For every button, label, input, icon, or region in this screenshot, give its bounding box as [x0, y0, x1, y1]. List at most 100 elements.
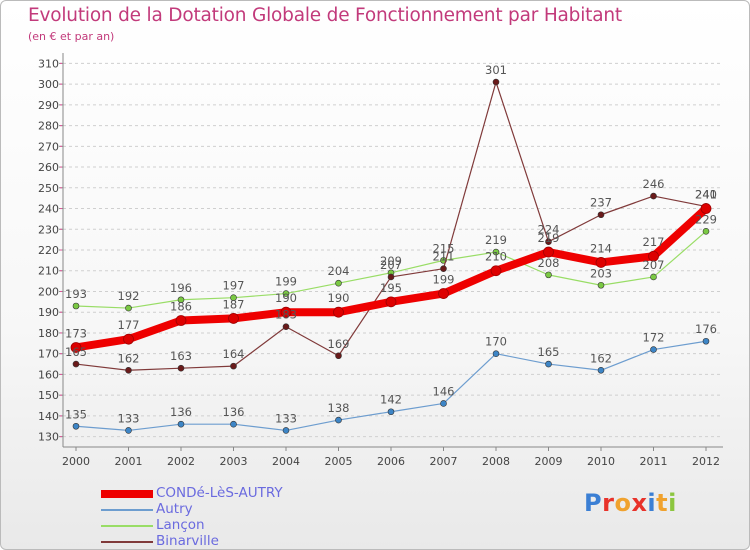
- logo-letter: t: [656, 489, 669, 517]
- legend-swatch: [101, 525, 153, 527]
- data-point: [595, 257, 607, 268]
- y-tick-label: 230: [38, 223, 59, 236]
- y-tick-label: 150: [38, 389, 59, 402]
- data-label: 240: [695, 188, 717, 202]
- data-label: 190: [328, 291, 350, 305]
- data-point: [597, 211, 605, 219]
- y-tick-label: 190: [38, 306, 59, 319]
- data-point: [280, 306, 292, 318]
- legend-label: Binarville: [156, 533, 219, 549]
- x-tick-label: 2004: [272, 455, 300, 468]
- x-tick-label: 2007: [430, 455, 458, 468]
- data-point: [650, 192, 657, 200]
- y-tick-label: 220: [38, 244, 59, 257]
- data-label: 195: [380, 281, 402, 295]
- data-point: [545, 271, 552, 279]
- data-point: [700, 203, 712, 214]
- data-label: 177: [118, 318, 140, 332]
- x-tick-labels: 2000 2001 2002 2003 2004 2005 2006 2007 2008 2009…: [62, 455, 720, 468]
- data-label: 186: [170, 300, 192, 314]
- data-point: [543, 246, 554, 258]
- x-tick-label: 2011: [640, 455, 668, 468]
- legend-label: CONDé-LèS-AUTRY: [156, 485, 283, 501]
- x-tick-label: 2001: [115, 455, 143, 468]
- x-tick-label: 2010: [587, 455, 615, 468]
- data-label: 162: [118, 351, 140, 365]
- data-point: [175, 315, 187, 326]
- y-tick-label: 260: [38, 161, 59, 174]
- data-label: 207: [380, 258, 402, 272]
- data-label: 163: [170, 349, 192, 363]
- data-label: 193: [65, 287, 87, 301]
- logo-letter: i: [668, 489, 677, 517]
- y-tick-labels: 130 140 150 160 170 180 190 200 210 220 230 240 250 2…: [38, 57, 59, 443]
- data-point: [335, 416, 342, 424]
- y-tick-label: 280: [38, 120, 59, 133]
- data-point: [335, 279, 342, 287]
- chart-title: Evolution de la Dotation Globale de Fonc…: [28, 5, 622, 26]
- y-tick-label: 300: [38, 78, 59, 91]
- logo-letter: r: [602, 489, 615, 517]
- data-point: [70, 342, 82, 353]
- legend-swatch: [101, 490, 153, 498]
- data-point: [545, 238, 552, 246]
- data-label: 136: [170, 405, 192, 419]
- data-point: [125, 304, 132, 312]
- data-point: [228, 313, 239, 324]
- data-point: [282, 290, 290, 297]
- y-tick-label: 270: [38, 140, 59, 153]
- x-tick-label: 2008: [482, 455, 510, 468]
- data-label: 196: [170, 281, 192, 295]
- data-point: [438, 288, 449, 299]
- data-label: 301: [485, 63, 507, 77]
- grid-lines: [63, 62, 723, 438]
- data-label: 217: [643, 235, 665, 249]
- data-labels: 173 177 186 187 190 190 195 199 210 219 214 217 240 1…: [65, 63, 717, 425]
- y-tick-label: 290: [38, 99, 59, 112]
- data-label: 219: [538, 231, 560, 245]
- data-label: 162: [590, 351, 612, 365]
- data-label: 165: [65, 345, 87, 359]
- data-point: [125, 427, 132, 434]
- data-label: 246: [643, 177, 665, 191]
- data-label: 237: [590, 196, 612, 210]
- data-point: [230, 362, 237, 370]
- x-tick-label: 2009: [535, 455, 563, 468]
- chart-series: [70, 78, 712, 434]
- data-label: 173: [65, 326, 87, 340]
- data-label: 197: [223, 279, 245, 293]
- data-label: 210: [485, 250, 507, 264]
- data-label: 164: [223, 347, 245, 361]
- data-point: [387, 408, 395, 416]
- data-point: [702, 228, 710, 235]
- data-label: 208: [538, 256, 560, 270]
- x-tick-label: 2005: [325, 455, 353, 468]
- data-point: [650, 346, 657, 353]
- data-label: 146: [433, 384, 455, 398]
- logo-letter: o: [614, 489, 632, 517]
- data-point: [230, 420, 237, 428]
- x-tick-label: 2003: [220, 455, 248, 468]
- chart-axes: [59, 53, 723, 451]
- data-label: 224: [538, 223, 560, 237]
- logo-letter: P: [584, 489, 603, 517]
- chart-subtitle: (en € et par an): [28, 30, 115, 43]
- data-label: 215: [433, 241, 455, 255]
- legend-swatch: [101, 509, 153, 511]
- data-label: 192: [118, 289, 140, 303]
- data-label: 203: [590, 266, 612, 280]
- data-point: [177, 364, 185, 372]
- x-tick-label: 2012: [692, 455, 720, 468]
- data-label: 165: [538, 345, 560, 359]
- data-label: 229: [695, 212, 717, 226]
- data-point: [490, 265, 502, 277]
- data-label: 183: [275, 308, 297, 322]
- data-point: [440, 265, 447, 272]
- y-tick-label: 140: [38, 410, 59, 423]
- y-tick-label: 170: [38, 348, 59, 361]
- data-point: [702, 337, 710, 345]
- data-point: [440, 400, 447, 407]
- legend-swatch: [101, 541, 153, 543]
